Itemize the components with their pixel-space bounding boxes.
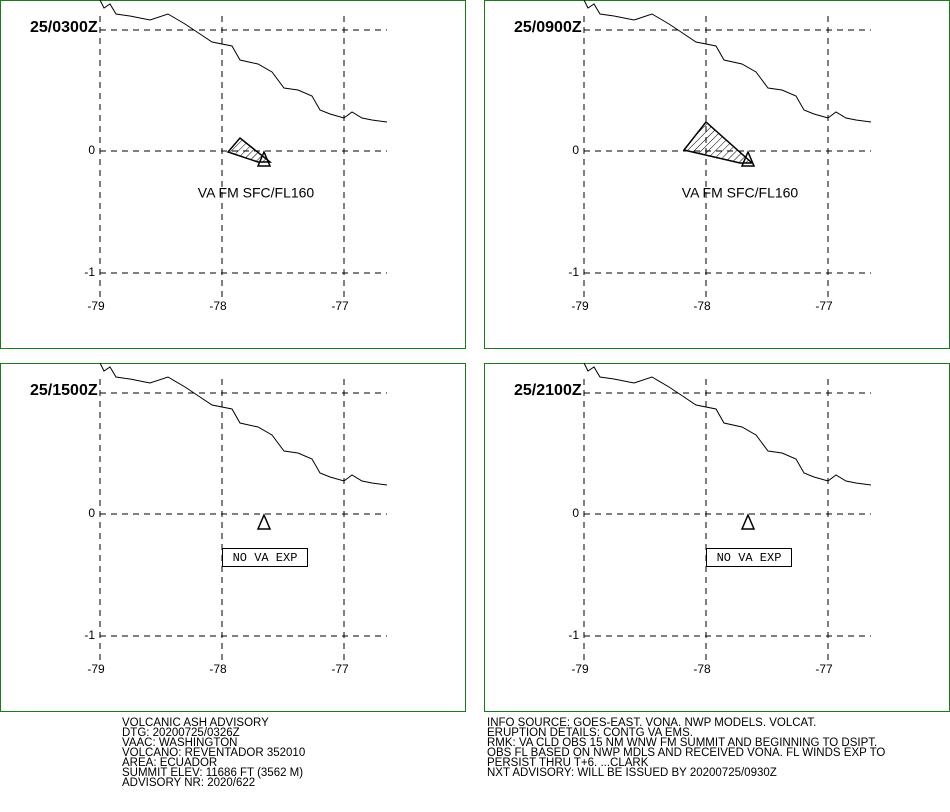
lon-label: -77 — [815, 662, 833, 676]
advisory-line: VAAC: WASHINGTON — [122, 737, 237, 749]
volcano-symbol — [740, 150, 756, 167]
lat-label: -1 — [84, 265, 95, 279]
volcano-symbol — [256, 150, 272, 167]
advisory-line: OBS FL BASED ON NWP MDLS AND RECEIVED VO… — [487, 747, 885, 759]
panel-border — [484, 0, 950, 349]
volcano-symbol — [256, 513, 272, 530]
lon-label: -78 — [693, 299, 711, 313]
advisory-line: ERUPTION DETAILS: CONTG VA EMS. — [487, 727, 693, 739]
lon-label: -79 — [571, 662, 589, 676]
lat-label: -1 — [84, 628, 95, 642]
coastline — [99, 0, 388, 123]
advisory-line: AREA: ECUADOR — [122, 757, 217, 769]
ash-cloud — [226, 136, 273, 163]
ash-level: VA FM SFC/FL160 — [682, 185, 799, 201]
valid-time: 25/0900Z — [514, 19, 582, 36]
valid-time: 25/0300Z — [30, 19, 98, 36]
lat-label: -1 — [568, 628, 579, 642]
advisory-line: ADVISORY NR: 2020/622 — [122, 777, 255, 789]
valid-time: 25/2100Z — [514, 382, 582, 399]
lon-label: -78 — [693, 662, 711, 676]
lon-label: -79 — [87, 662, 105, 676]
map-panel: -79 -78 -77 0 -1 25/0900Z VA FM SFC/FL160 — [484, 0, 950, 349]
ash-level: VA FM SFC/FL160 — [198, 185, 315, 201]
advisory-line: INFO SOURCE: GOES-EAST. VONA. NWP MODELS… — [487, 717, 816, 729]
advisory-line: DTG: 20200725/0326Z — [122, 727, 240, 739]
coastline — [583, 362, 872, 486]
panel-border — [0, 363, 466, 712]
advisory-line: RMK: VA CLD OBS 15 NM WNW FM SUMMIT AND … — [487, 737, 877, 749]
note-box — [706, 548, 792, 567]
lat-label: 0 — [88, 143, 95, 157]
lon-label: -78 — [209, 299, 227, 313]
coastline — [99, 362, 388, 486]
no-ash-note: NO VA EXP — [233, 551, 298, 565]
lat-label: 0 — [572, 143, 579, 157]
lat-label: 0 — [572, 506, 579, 520]
lon-label: -78 — [209, 662, 227, 676]
panel-border — [0, 0, 466, 349]
advisory-line: SUMMIT ELEV: 11686 FT (3562 M) — [122, 767, 303, 779]
lat-label: -1 — [568, 265, 579, 279]
coastline — [583, 0, 872, 123]
note-box — [222, 548, 308, 567]
advisory-line: PERSIST THRU T+6. ...CLARK — [487, 757, 649, 769]
ash-cloud — [682, 120, 754, 164]
lat-label: 0 — [88, 506, 95, 520]
panel-border — [484, 363, 950, 712]
advisory-line: VOLCANO: REVENTADOR 352010 — [122, 747, 305, 759]
advisory-line: VOLCANIC ASH ADVISORY — [122, 717, 269, 729]
lon-label: -77 — [815, 299, 833, 313]
advisory-line: NXT ADVISORY: WILL BE ISSUED BY 20200725… — [487, 767, 777, 779]
lon-label: -79 — [571, 299, 589, 313]
map-panel: -79 -78 -77 0 -1 25/1500Z NO VA EXP — [0, 362, 466, 712]
lon-label: -79 — [87, 299, 105, 313]
no-ash-note: NO VA EXP — [717, 551, 782, 565]
volcano-symbol — [740, 513, 756, 530]
lon-label: -77 — [331, 299, 349, 313]
valid-time: 25/1500Z — [30, 382, 98, 399]
map-panel: -79 -78 -77 0 -1 25/0300Z VA FM SFC/FL160 — [0, 0, 466, 349]
lon-label: -77 — [331, 662, 349, 676]
map-panel: -79 -78 -77 0 -1 25/2100Z NO VA EXP — [484, 362, 950, 712]
